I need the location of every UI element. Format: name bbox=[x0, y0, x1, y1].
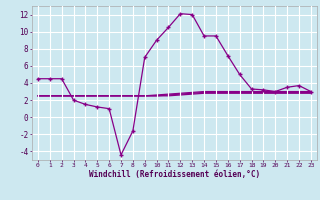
X-axis label: Windchill (Refroidissement éolien,°C): Windchill (Refroidissement éolien,°C) bbox=[89, 170, 260, 179]
